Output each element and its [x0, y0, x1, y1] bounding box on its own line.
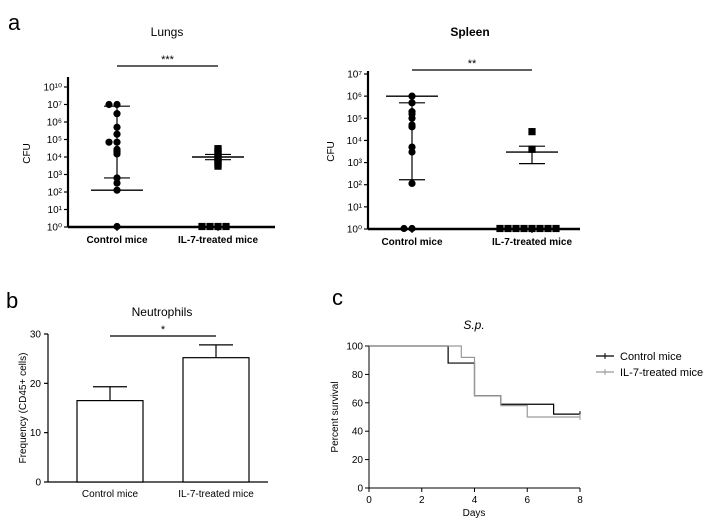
data-point-circle	[408, 224, 416, 233]
data-point-circle	[400, 224, 408, 233]
data-point-square	[512, 224, 520, 233]
y-axis-label: CFU	[326, 141, 337, 162]
significance-label: ***	[161, 54, 175, 66]
x-axis-label: Days	[463, 508, 486, 519]
legend-label: IL-7-treated mice	[620, 367, 703, 379]
y-tick-label: 60	[352, 398, 364, 409]
survival-curve-chart: S.p. 0 20 40 60 80 100 0 2 4 6 8 Days Percent surviva…	[330, 318, 703, 519]
panel-title: Spleen	[450, 25, 489, 39]
x-tick-label: 8	[577, 495, 583, 506]
data-point-square	[536, 224, 544, 233]
data-point-square	[198, 222, 206, 231]
y-tick-label: 10³	[48, 170, 63, 181]
y-tick-label: 30	[30, 330, 42, 341]
data-point-square	[222, 222, 230, 231]
y-tick-label: 40	[352, 427, 364, 438]
x-category-label: IL-7-treated mice	[492, 237, 572, 248]
data-point-square	[520, 224, 528, 233]
panel-title: Neutrophils	[132, 305, 193, 319]
data-point-square	[544, 224, 552, 233]
survival-line	[369, 345, 580, 418]
y-tick-label: 10¹	[48, 205, 63, 216]
y-tick-label: 10	[30, 428, 42, 439]
panel-letter-b: b	[6, 288, 18, 313]
x-tick-label: 0	[366, 495, 372, 506]
y-tick-label: 10⁰	[47, 223, 62, 234]
data-point-square	[496, 224, 504, 233]
y-tick-label: 100	[346, 342, 363, 353]
data-point-square	[214, 145, 222, 153]
spleen-cfu-plot: Spleen 10⁰ 10¹ 10² 10³ 10⁴ 10⁵ 10⁶ 10⁷ CFU Control…	[326, 25, 580, 248]
y-tick-label: 10²	[348, 180, 363, 191]
y-tick-label: 20	[352, 455, 364, 466]
y-tick-label: 10⁰	[347, 225, 362, 236]
y-tick-label: 80	[352, 370, 364, 381]
data-point-square	[528, 128, 536, 136]
bar	[76, 400, 144, 483]
y-tick-label: 10⁵	[47, 135, 62, 146]
data-point-circle	[105, 138, 113, 146]
significance-label: *	[161, 324, 166, 336]
data-point-square	[206, 222, 214, 231]
y-tick-label: 20	[30, 379, 42, 390]
y-tick-label: 0	[357, 484, 363, 495]
significance-label: **	[468, 58, 477, 70]
panel-title: Lungs	[151, 25, 184, 39]
x-category-label: Control mice	[82, 489, 139, 500]
x-tick-label: 4	[472, 495, 478, 506]
x-tick-label: 6	[524, 495, 530, 506]
y-axis-label: Percent survival	[330, 381, 341, 452]
panel-title: S.p.	[463, 318, 484, 332]
data-point-circle	[105, 100, 113, 109]
y-tick-label: 10²	[48, 188, 63, 199]
data-point-square	[528, 224, 536, 233]
y-tick-label: 0	[35, 478, 41, 489]
y-tick-label: 10³	[348, 158, 363, 169]
y-tick-label: 10⁷	[347, 70, 362, 81]
x-category-label: IL-7-treated mice	[178, 489, 254, 500]
legend-label: Control mice	[620, 351, 682, 363]
data-point-square	[552, 224, 560, 233]
y-tick-label: 10⁶	[347, 92, 362, 103]
data-point-square	[504, 224, 512, 233]
x-category-label: Control mice	[86, 235, 148, 246]
y-tick-label: 10⁴	[347, 136, 362, 147]
y-tick-label: 10⁵	[347, 114, 362, 125]
y-tick-label: 10¹⁰	[44, 83, 62, 94]
data-point-circle	[113, 222, 121, 231]
panel-letter-a: a	[8, 10, 21, 35]
lungs-cfu-plot: Lungs 10⁰ 10¹ 10² 10³ 10⁴ 10⁵ 10⁶ 10⁷ 10¹⁰ CFU Cont…	[22, 25, 275, 246]
neutrophils-bar-chart: Neutrophils 0 10 20 30 Frequency (CD45+ cells…	[18, 305, 268, 500]
y-axis-label: CFU	[22, 143, 33, 164]
data-point-square	[214, 222, 222, 231]
panel-letter-c: c	[332, 285, 343, 310]
data-point-circle	[408, 179, 416, 188]
data-point-circle	[113, 179, 121, 187]
y-axis-label: Frequency (CD45+ cells)	[18, 353, 29, 464]
y-tick-label: 10⁴	[47, 153, 62, 164]
y-tick-label: 10⁶	[47, 118, 62, 129]
y-tick-label: 10⁷	[47, 100, 62, 111]
x-category-label: IL-7-treated mice	[178, 235, 258, 246]
y-tick-label: 10¹	[348, 202, 363, 213]
x-category-label: Control mice	[381, 237, 443, 248]
bar	[182, 357, 250, 483]
x-tick-label: 2	[419, 495, 425, 506]
